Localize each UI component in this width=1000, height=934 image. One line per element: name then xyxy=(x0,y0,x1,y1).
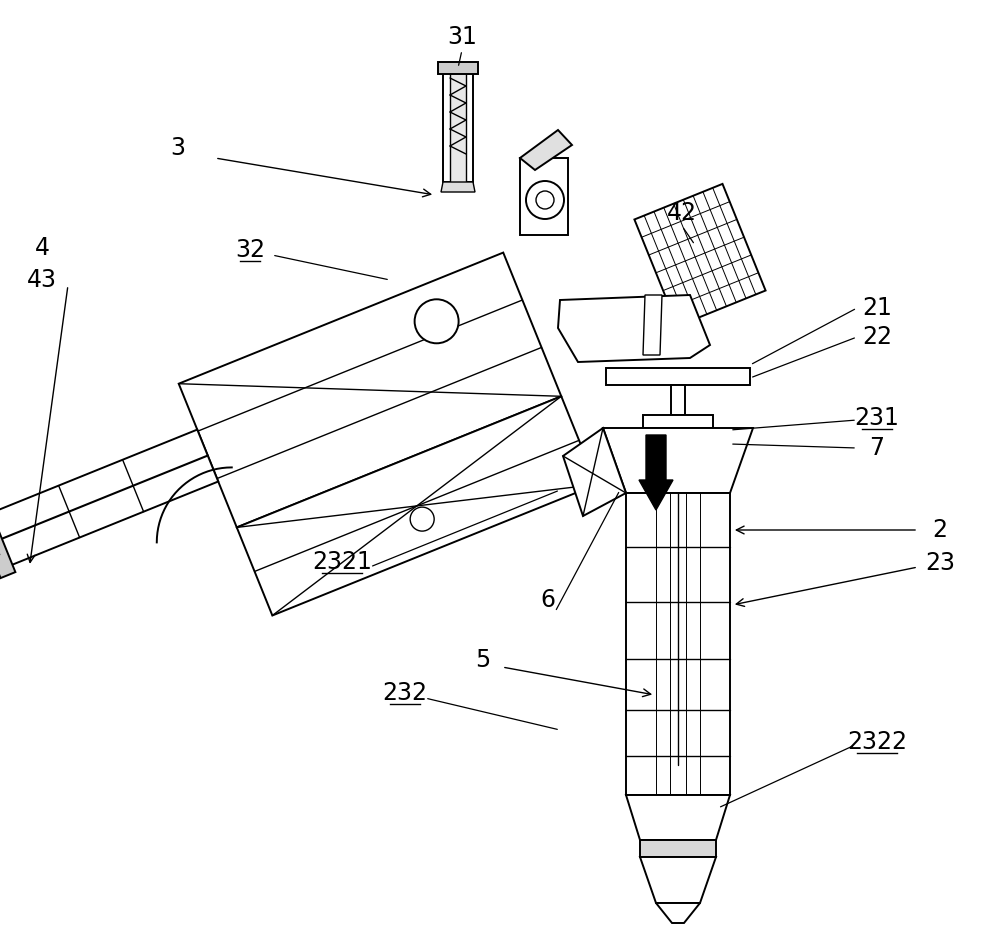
Polygon shape xyxy=(640,840,716,857)
Polygon shape xyxy=(688,857,698,869)
Text: 231: 231 xyxy=(855,406,899,430)
Text: 21: 21 xyxy=(862,296,892,320)
Text: 32: 32 xyxy=(235,238,265,262)
Polygon shape xyxy=(0,430,218,568)
Circle shape xyxy=(536,191,554,209)
Polygon shape xyxy=(179,252,561,528)
Polygon shape xyxy=(606,368,750,385)
Polygon shape xyxy=(671,385,685,415)
Polygon shape xyxy=(658,857,668,869)
Polygon shape xyxy=(656,903,700,923)
Polygon shape xyxy=(640,857,716,903)
Circle shape xyxy=(415,299,459,344)
Circle shape xyxy=(526,181,564,219)
Text: 2322: 2322 xyxy=(847,730,907,754)
Polygon shape xyxy=(643,295,662,355)
Polygon shape xyxy=(237,396,597,616)
Text: 2: 2 xyxy=(932,518,948,542)
Text: 4: 4 xyxy=(34,236,50,260)
Text: 5: 5 xyxy=(475,648,491,672)
Text: 3: 3 xyxy=(170,136,186,160)
Polygon shape xyxy=(441,182,475,192)
Text: 23: 23 xyxy=(925,551,955,575)
Polygon shape xyxy=(673,857,683,869)
Polygon shape xyxy=(520,158,568,235)
Polygon shape xyxy=(563,428,626,516)
Text: 232: 232 xyxy=(382,681,428,705)
FancyArrow shape xyxy=(639,435,673,510)
Text: 6: 6 xyxy=(540,588,556,612)
Polygon shape xyxy=(643,415,713,428)
Text: 42: 42 xyxy=(667,201,697,225)
Text: 2321: 2321 xyxy=(312,550,372,574)
Polygon shape xyxy=(603,428,753,493)
Polygon shape xyxy=(626,493,730,795)
Polygon shape xyxy=(558,295,710,362)
Text: 43: 43 xyxy=(27,268,57,292)
Polygon shape xyxy=(520,130,572,170)
Polygon shape xyxy=(443,68,473,182)
Polygon shape xyxy=(438,62,478,74)
Circle shape xyxy=(410,507,434,531)
Text: 31: 31 xyxy=(447,25,477,49)
Polygon shape xyxy=(626,795,730,840)
Polygon shape xyxy=(450,68,466,187)
Polygon shape xyxy=(634,184,766,326)
Polygon shape xyxy=(0,505,15,578)
Text: 7: 7 xyxy=(870,436,885,460)
Text: 22: 22 xyxy=(862,325,892,349)
